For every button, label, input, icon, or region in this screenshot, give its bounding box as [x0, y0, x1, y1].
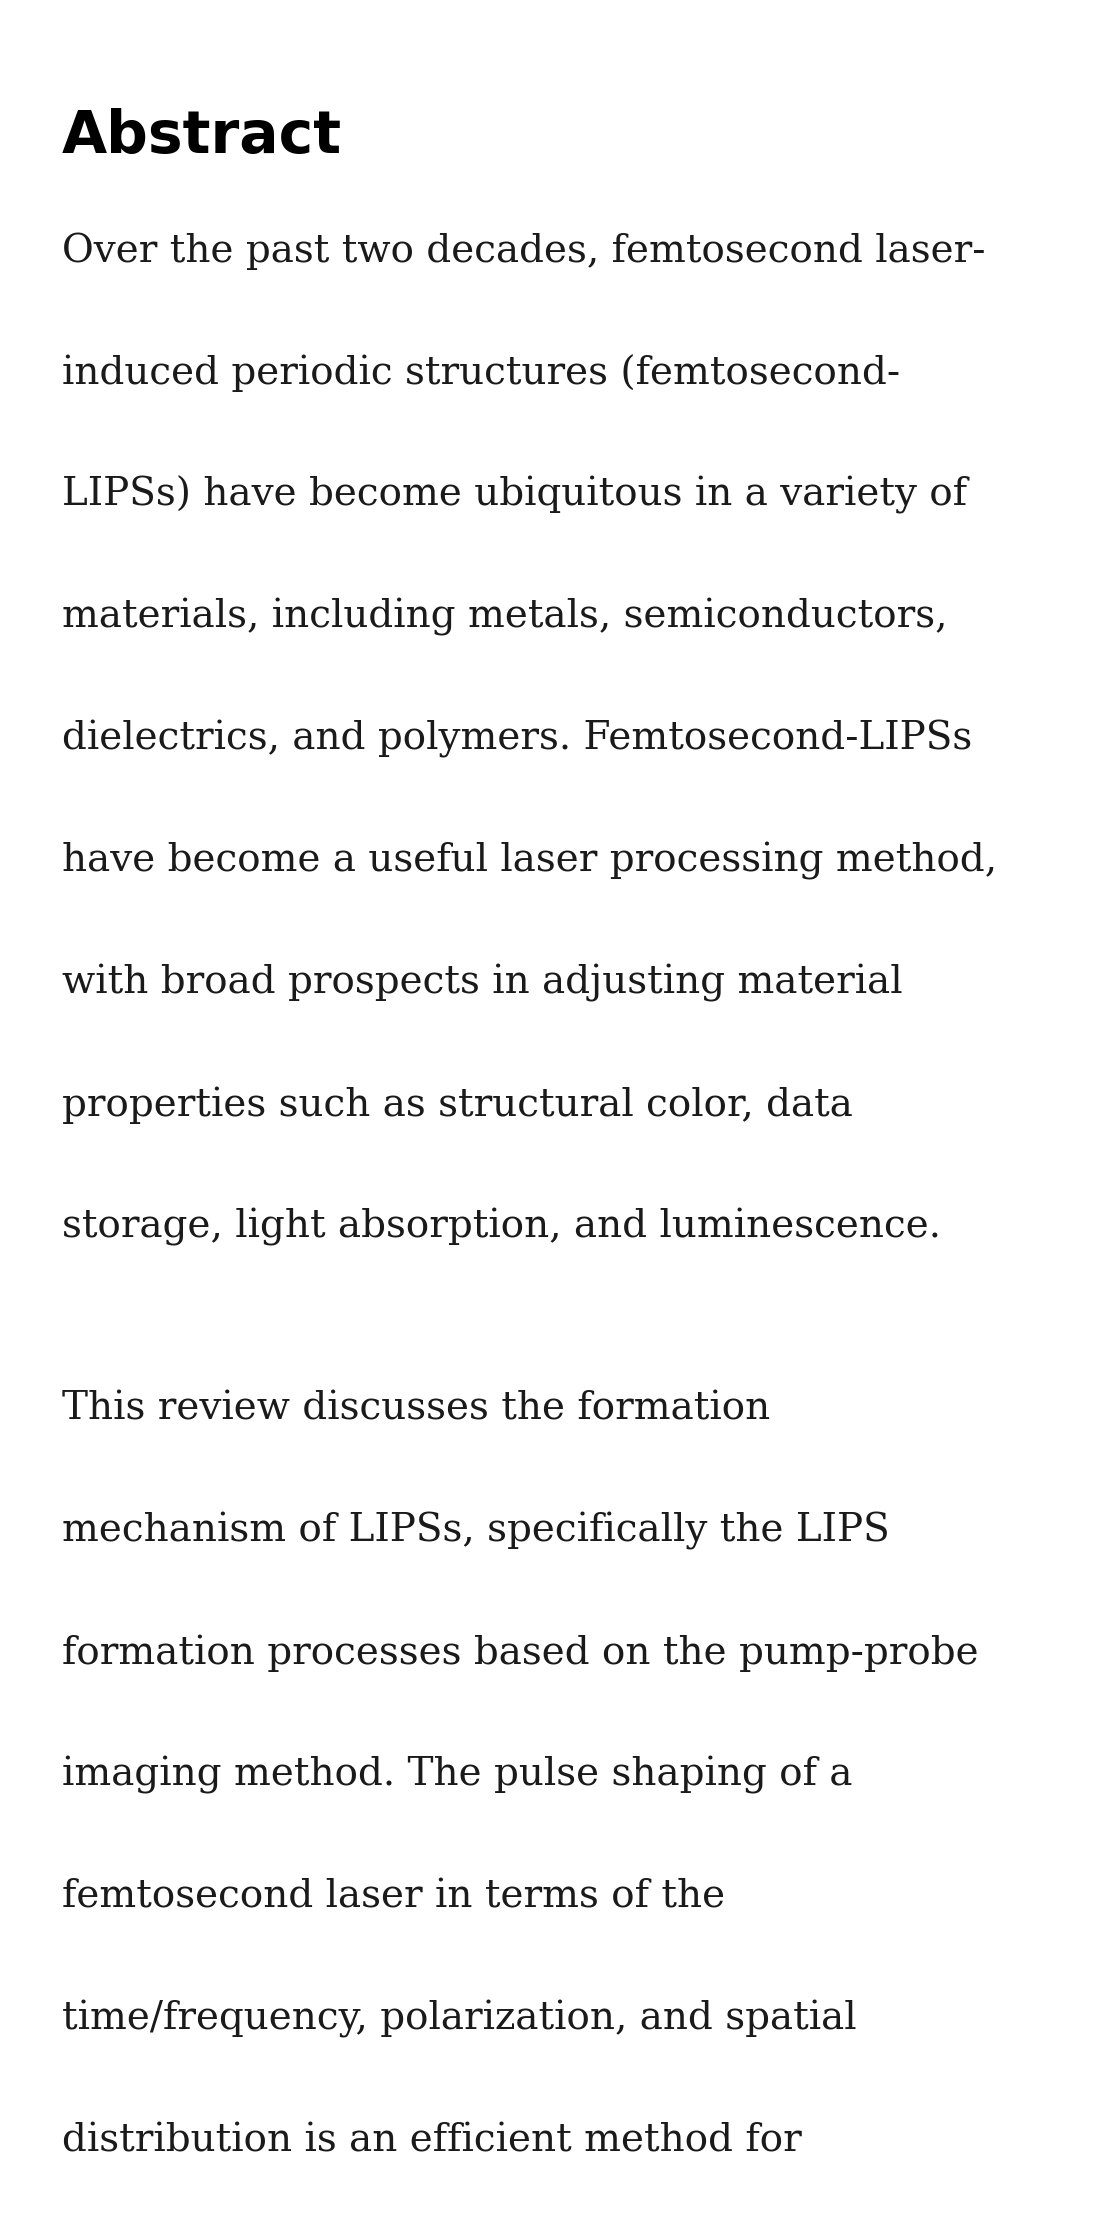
- Text: mechanism of LIPSs, specifically the LIPS: mechanism of LIPSs, specifically the LIP…: [63, 1513, 890, 1551]
- Text: distribution is an efficient method for: distribution is an efficient method for: [63, 2122, 802, 2160]
- Text: femtosecond laser in terms of the: femtosecond laser in terms of the: [63, 1878, 725, 1916]
- Text: time/frequency, polarization, and spatial: time/frequency, polarization, and spatia…: [63, 2001, 857, 2039]
- Text: Over the past two decades, femtosecond laser-: Over the past two decades, femtosecond l…: [63, 233, 985, 269]
- Text: imaging method. The pulse shaping of a: imaging method. The pulse shaping of a: [63, 1757, 852, 1795]
- Text: Abstract: Abstract: [63, 107, 342, 166]
- Text: dielectrics, and polymers. Femtosecond-LIPSs: dielectrics, and polymers. Femtosecond-L…: [63, 721, 972, 759]
- Text: LIPSs) have become ubiquitous in a variety of: LIPSs) have become ubiquitous in a varie…: [63, 477, 967, 515]
- Text: storage, light absorption, and luminescence.: storage, light absorption, and luminesce…: [63, 1209, 941, 1247]
- Text: This review discusses the formation: This review discusses the formation: [63, 1390, 771, 1428]
- Text: have become a useful laser processing method,: have become a useful laser processing me…: [63, 841, 997, 880]
- Text: properties such as structural color, data: properties such as structural color, dat…: [63, 1085, 853, 1123]
- Text: formation processes based on the pump-probe: formation processes based on the pump-pr…: [63, 1634, 978, 1672]
- Text: with broad prospects in adjusting material: with broad prospects in adjusting materi…: [63, 965, 903, 1003]
- Text: materials, including metals, semiconductors,: materials, including metals, semiconduct…: [63, 598, 947, 636]
- Text: induced periodic structures (femtosecond-: induced periodic structures (femtosecond…: [63, 354, 900, 392]
